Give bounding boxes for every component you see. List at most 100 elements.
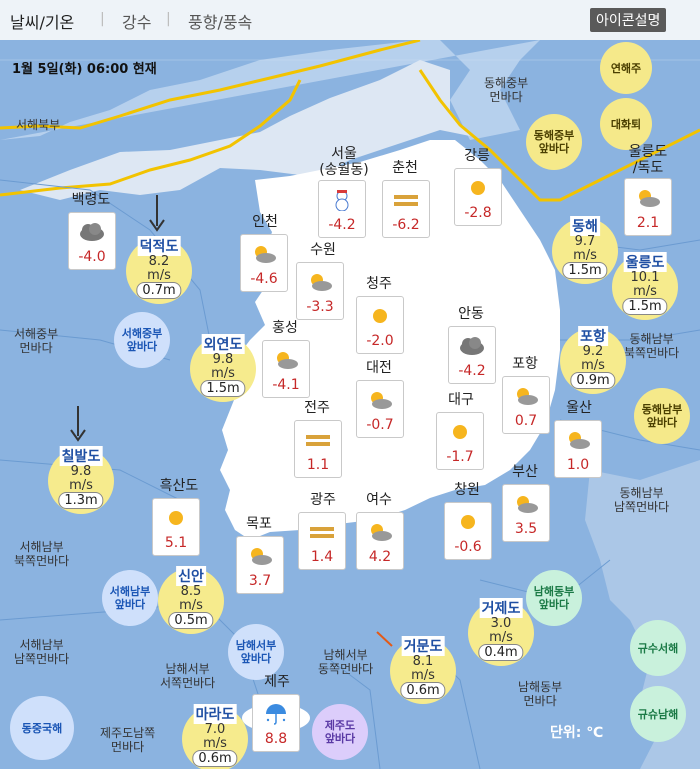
zone-circle[interactable]: 서해중부 앞바다	[114, 312, 170, 368]
zone-circle[interactable]: 동해중부 앞바다	[526, 114, 582, 170]
buoy-name: 동해	[570, 216, 600, 236]
city-card[interactable]: -4.2	[448, 326, 496, 384]
city-temp: -0.7	[366, 417, 394, 433]
region-label: 남해서부 서쪽먼바다	[160, 662, 216, 690]
rain-umbrella-icon	[266, 704, 286, 725]
city-card[interactable]: -4.6	[240, 234, 288, 292]
city-card[interactable]: -0.7	[356, 380, 404, 438]
city-name: 강릉	[464, 148, 490, 164]
haze-icon	[306, 435, 330, 446]
city-temp: 8.8	[264, 731, 288, 747]
buoy-name: 거문도	[401, 636, 445, 656]
city-name: 수원	[310, 242, 336, 258]
buoy-speed: 8.2 m/s	[147, 254, 171, 283]
zone-circle[interactable]: 연해주	[600, 42, 652, 94]
buoy-marker[interactable]: 동해 9.7 m/s 1.5m	[552, 216, 618, 284]
buoy-marker[interactable]: 신안 8.5 m/s 0.5m	[158, 566, 224, 634]
region-label: 서해중부 먼바다	[14, 327, 59, 355]
city-card[interactable]: 0.7	[502, 376, 550, 434]
city-temp: 3.7	[248, 573, 272, 589]
city-name: 전주	[304, 400, 330, 416]
city-card[interactable]: 8.8	[252, 694, 300, 752]
buoy-marker[interactable]: 칠발도 9.8 m/s 1.3m	[48, 446, 114, 514]
region-label: 서해남부 남쪽먼바다	[14, 638, 70, 666]
zone-circle[interactable]: 남해동부 앞바다	[526, 570, 582, 626]
zone-circle[interactable]: 규슈남해	[630, 686, 686, 742]
city-name: 광주	[310, 492, 336, 508]
zone-circle[interactable]: 동해남부 앞바다	[634, 388, 690, 444]
city-card[interactable]: 1.1	[294, 420, 342, 478]
buoy-marker[interactable]: 거문도 8.1 m/s 0.6m	[390, 636, 456, 704]
buoy-speed: 3.0 m/s	[489, 616, 513, 645]
snowman-icon	[335, 190, 349, 211]
city-card[interactable]: -4.0	[68, 212, 116, 270]
buoy-marker[interactable]: 마라도 7.0 m/s 0.6m	[182, 704, 248, 769]
city-card[interactable]: -4.1	[262, 340, 310, 398]
tab-separator: |	[100, 11, 105, 27]
zone-circle[interactable]: 남해서부 앞바다	[228, 624, 284, 680]
buoy-speed: 9.8 m/s	[211, 352, 235, 381]
tab-weather-temp[interactable]: 날씨/기온	[10, 13, 75, 32]
buoy-marker[interactable]: 거제도 3.0 m/s 0.4m	[468, 598, 534, 666]
city-name: 부산	[512, 464, 538, 480]
city-card[interactable]: 4.2	[356, 512, 404, 570]
buoy-wave: 0.9m	[570, 372, 616, 389]
buoy-wave: 0.6m	[192, 750, 238, 767]
zone-circle[interactable]: 규수서해	[630, 620, 686, 676]
city-card[interactable]: 3.5	[502, 484, 550, 542]
partly-cloudy-icon	[371, 392, 392, 409]
city-temp: -0.6	[454, 539, 482, 555]
city-temp: 1.1	[306, 457, 330, 473]
city-card[interactable]: 1.0	[554, 420, 602, 478]
city-card[interactable]: 5.1	[152, 498, 200, 556]
buoy-speed: 9.2 m/s	[581, 344, 605, 373]
tab-wind[interactable]: 풍향/풍속	[188, 13, 253, 32]
sun-icon	[471, 181, 485, 195]
zone-circle[interactable]: 동중국해	[10, 696, 74, 760]
buoy-speed: 9.7 m/s	[573, 234, 597, 263]
city-card[interactable]: -1.7	[436, 412, 484, 470]
buoy-wave: 0.7m	[136, 282, 182, 299]
zone-circle[interactable]: 서해남부 앞바다	[102, 570, 158, 626]
city-temp: 1.0	[566, 457, 590, 473]
city-name: 포항	[512, 356, 538, 372]
city-temp: 5.1	[164, 535, 188, 551]
buoy-marker[interactable]: 포항 9.2 m/s 0.9m	[560, 326, 626, 394]
city-name: 인천	[252, 214, 278, 230]
partly-cloudy-icon	[639, 190, 660, 207]
tab-precipitation[interactable]: 강수	[122, 13, 152, 32]
buoy-name: 포항	[578, 326, 608, 346]
zone-circle[interactable]: 제주도 앞바다	[312, 704, 368, 760]
city-name: 백령도	[71, 192, 111, 208]
city-card[interactable]: -4.2	[318, 180, 366, 238]
buoy-marker[interactable]: 울릉도 10.1 m/s 1.5m	[612, 252, 678, 320]
city-temp: -4.0	[78, 249, 106, 265]
cloudy-icon	[460, 337, 484, 355]
buoy-speed: 9.8 m/s	[69, 464, 93, 493]
city-card[interactable]: 1.4	[298, 512, 346, 570]
partly-cloudy-icon	[277, 352, 298, 369]
city-temp: 2.1	[636, 215, 660, 231]
city-card[interactable]: -6.2	[382, 180, 430, 238]
city-card[interactable]: 2.1	[624, 178, 672, 236]
city-temp: -4.6	[250, 271, 278, 287]
city-card[interactable]: -2.0	[356, 296, 404, 354]
icon-legend-button[interactable]: 아이콘설명	[590, 8, 667, 32]
region-label: 동해남부 남쪽먼바다	[614, 486, 670, 514]
buoy-marker[interactable]: 덕적도 8.2 m/s 0.7m	[126, 236, 192, 304]
tab-bar: 날씨/기온 | 강수 | 풍향/풍속 아이콘설명	[0, 0, 700, 41]
city-card[interactable]: -2.8	[454, 168, 502, 226]
unit-label: 단위: ℃	[550, 725, 604, 741]
partly-cloudy-icon	[517, 388, 538, 405]
partly-cloudy-icon	[255, 246, 276, 263]
city-name: 대전	[366, 360, 392, 376]
weather-map: 1월 5일(화) 06:00 현재 서해북부 동해중부 먼바다 서해중부 먼바다…	[0, 40, 700, 769]
zone-circle[interactable]: 대화퇴	[600, 98, 652, 150]
sun-icon	[453, 425, 467, 439]
city-temp: -4.2	[328, 217, 356, 233]
city-card[interactable]: -0.6	[444, 502, 492, 560]
buoy-marker[interactable]: 외연도 9.8 m/s 1.5m	[190, 334, 256, 402]
city-card[interactable]: 3.7	[236, 536, 284, 594]
city-card[interactable]: -3.3	[296, 262, 344, 320]
buoy-speed: 8.5 m/s	[179, 584, 203, 613]
